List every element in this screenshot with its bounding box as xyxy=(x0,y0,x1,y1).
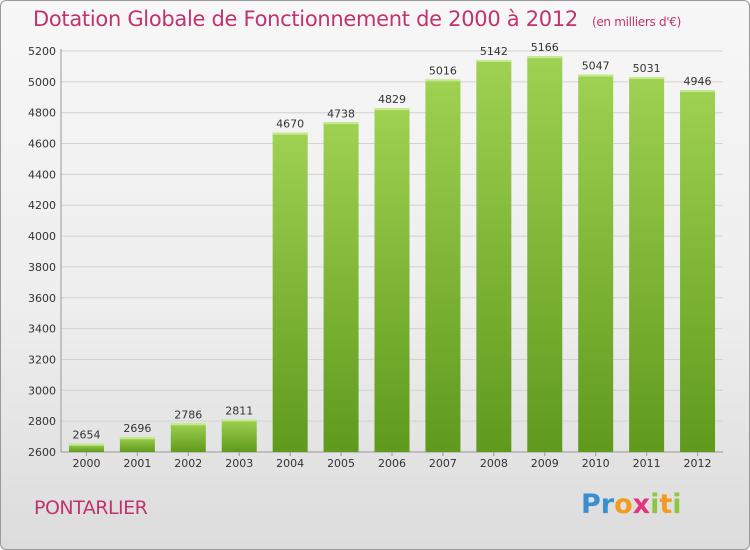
bar xyxy=(323,122,359,453)
y-tick-label: 5000 xyxy=(28,76,56,89)
data-label: 2696 xyxy=(123,422,151,435)
data-label: 5016 xyxy=(429,64,457,77)
x-tick-label: 2005 xyxy=(327,457,355,470)
bar-highlight xyxy=(170,423,206,426)
bar xyxy=(629,77,665,452)
bar xyxy=(68,443,104,452)
y-tick-label: 4800 xyxy=(28,107,56,120)
data-label: 5047 xyxy=(582,60,610,73)
x-tick-label: 2007 xyxy=(429,457,457,470)
y-tick-label: 4400 xyxy=(28,168,56,181)
y-tick-label: 3800 xyxy=(28,261,56,274)
x-tick-label: 2001 xyxy=(123,457,151,470)
y-tick-labels: 2600 2800 3000 3200 3400 3600 3800 4000 4200 4400… xyxy=(28,45,56,459)
data-label: 4670 xyxy=(276,118,304,131)
bar xyxy=(425,79,461,452)
bar-highlight xyxy=(578,74,614,77)
bar-highlight xyxy=(119,437,155,440)
x-tick-label: 2012 xyxy=(684,457,712,470)
data-labels: 2654 2696 2786 2811 4670 4738 4829 5016 5142 5166… xyxy=(72,41,711,441)
bar xyxy=(578,74,614,453)
commune-name: PONTARLIER xyxy=(34,497,148,519)
x-tick-label: 2006 xyxy=(378,457,406,470)
bar xyxy=(680,90,716,452)
x-tick-label: 2008 xyxy=(480,457,508,470)
data-label: 5031 xyxy=(633,62,661,75)
data-label: 4738 xyxy=(327,107,355,120)
bar-highlight xyxy=(221,419,257,422)
y-tick-label: 2800 xyxy=(28,415,56,428)
chart-subtitle: (en milliers d'€) xyxy=(591,15,681,29)
y-tick-label: 5200 xyxy=(28,45,56,58)
bar-highlight xyxy=(629,77,665,80)
bar-highlight xyxy=(323,122,359,125)
bar-highlight xyxy=(68,443,104,446)
data-label: 5142 xyxy=(480,45,508,58)
proxiti-logo: Proxiti xyxy=(581,489,682,520)
bar xyxy=(527,56,563,453)
y-tick-label: 4000 xyxy=(28,230,56,243)
data-label: 2811 xyxy=(225,404,253,417)
x-tick-label: 2011 xyxy=(633,457,661,470)
data-label: 5166 xyxy=(531,41,559,54)
y-tick-label: 3000 xyxy=(28,384,56,397)
bar xyxy=(119,437,155,452)
bar-highlight xyxy=(680,90,716,93)
bar-highlight xyxy=(527,56,563,59)
y-tick-label: 3200 xyxy=(28,353,56,366)
bar xyxy=(476,59,512,453)
bar xyxy=(221,419,257,452)
y-tick-label: 4600 xyxy=(28,138,56,151)
data-label: 2786 xyxy=(174,408,202,421)
x-tick-label: 2000 xyxy=(72,457,100,470)
y-tick-label: 3400 xyxy=(28,323,56,336)
data-label: 2654 xyxy=(72,429,100,442)
y-tick-label: 4200 xyxy=(28,199,56,212)
x-tick-labels: 2000 2001 2002 2003 2004 2005 2006 2007 2008 2009… xyxy=(72,452,712,470)
bar xyxy=(272,132,308,452)
bar xyxy=(374,108,410,453)
bar xyxy=(170,423,206,452)
bars xyxy=(68,56,716,453)
data-label: 4946 xyxy=(684,75,712,88)
bar-highlight xyxy=(272,132,308,135)
x-tick-label: 2002 xyxy=(174,457,202,470)
bar-highlight xyxy=(476,59,512,62)
chart-title: Dotation Globale de Fonctionnement de 20… xyxy=(33,7,681,31)
x-tick-label: 2010 xyxy=(582,457,610,470)
chart-title-text: Dotation Globale de Fonctionnement de 20… xyxy=(33,7,578,31)
y-tick-label: 2600 xyxy=(28,446,56,459)
y-tick-label: 3600 xyxy=(28,292,56,305)
x-tick-label: 2004 xyxy=(276,457,304,470)
bar-highlight xyxy=(425,79,461,82)
x-tick-label: 2009 xyxy=(531,457,559,470)
x-tick-label: 2003 xyxy=(225,457,253,470)
bar-highlight xyxy=(374,108,410,111)
data-label: 4829 xyxy=(378,93,406,106)
